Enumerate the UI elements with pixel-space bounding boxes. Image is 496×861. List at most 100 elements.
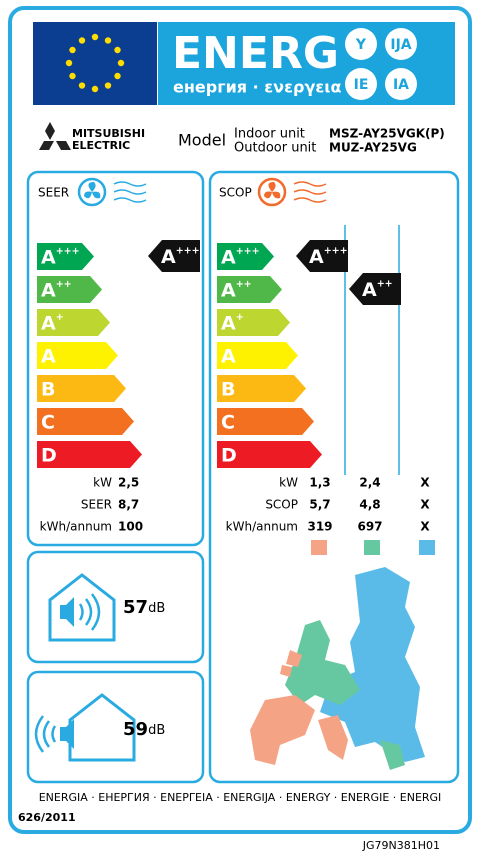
class-arrow <box>37 441 142 468</box>
class-letter: A <box>221 279 236 301</box>
badge <box>345 68 377 100</box>
class-text: A <box>221 345 236 367</box>
class-sup: + <box>56 311 64 322</box>
class-text: C <box>221 411 235 433</box>
class-arrow <box>37 243 94 270</box>
class-arrow <box>37 342 118 369</box>
model-label: Model <box>178 131 226 150</box>
class-letter: A <box>221 312 236 334</box>
class-text: C <box>41 411 55 433</box>
scop-label: SCOP <box>219 186 252 200</box>
class-letter: A <box>41 345 56 367</box>
zone-colder <box>419 540 435 555</box>
class-text: A+++ <box>221 245 260 268</box>
zone-average <box>364 540 380 555</box>
star <box>104 37 112 44</box>
class-letter: B <box>221 378 235 400</box>
row-value: 4,8 <box>359 498 380 512</box>
row-value: 2,4 <box>359 476 380 490</box>
class-sup: +++ <box>176 245 200 256</box>
row-label: kW <box>279 476 298 490</box>
star <box>69 72 76 80</box>
class-text: A+ <box>221 311 244 334</box>
star <box>91 33 99 41</box>
noise-unit: dB <box>148 723 165 738</box>
class-letter: B <box>41 378 55 400</box>
class-sup: +++ <box>236 245 260 256</box>
class-letter: A <box>309 246 324 268</box>
row-value: X <box>420 498 430 512</box>
star <box>114 46 121 54</box>
noise-value: 59 <box>123 719 148 740</box>
row-value: 8,7 <box>118 498 139 512</box>
badge-text: IA <box>393 77 409 93</box>
class-letter: C <box>221 411 235 433</box>
outdoor-noise-value: 59dB <box>123 719 165 740</box>
class-letter: A <box>221 246 236 268</box>
eu-stars <box>65 33 125 93</box>
europe-map <box>250 567 425 770</box>
footer-languages: ENERGIA · ЕНЕРГИЯ · ΕΝΕΡΓΕΙΑ · ENERGIJA … <box>39 791 442 804</box>
zone-warmer <box>311 540 327 555</box>
header-title: ENERG <box>172 28 339 79</box>
outdoor-noise-icon <box>34 693 136 762</box>
class-text: A+++ <box>161 245 200 268</box>
row-value: 319 <box>307 520 332 534</box>
row-label: kWh/annum <box>40 520 112 534</box>
class-arrow <box>217 243 274 270</box>
outdoor-model: MUZ-AY25VG <box>329 141 417 155</box>
star <box>104 82 112 89</box>
class-arrow <box>37 309 110 336</box>
class-sup: ++ <box>377 278 393 289</box>
indoor-model: MSZ-AY25VGK(P) <box>329 127 445 141</box>
rating-arrow <box>148 240 200 272</box>
star <box>117 59 125 67</box>
star <box>65 59 73 67</box>
row-value: 2,5 <box>118 476 139 490</box>
badge-text: Y <box>355 37 367 53</box>
header-subtitle: енергия · ενεργεια <box>173 78 341 97</box>
seer-panel <box>26 170 205 547</box>
badge <box>385 28 417 60</box>
outdoor-label: Outdoor unit <box>234 141 316 156</box>
row-value: 1,3 <box>309 476 330 490</box>
outer-border <box>8 6 472 834</box>
footer-regulation: 626/2011 <box>18 811 76 824</box>
star <box>69 46 76 54</box>
rating-arrow <box>296 240 348 272</box>
class-letter: A <box>41 312 56 334</box>
class-text: B <box>41 378 55 400</box>
class-sup: + <box>236 311 244 322</box>
class-arrow <box>37 276 102 303</box>
class-arrow <box>217 408 314 435</box>
star <box>78 82 86 89</box>
indoor-noise-value: 57dB <box>123 597 165 618</box>
row-value: 697 <box>357 520 382 534</box>
class-text: A+++ <box>309 245 348 268</box>
class-sup: ++ <box>236 278 252 289</box>
class-arrow <box>37 375 126 402</box>
class-text: A+ <box>41 311 64 334</box>
class-sup: ++ <box>56 278 72 289</box>
row-value: X <box>420 476 430 490</box>
cooling-icon <box>77 177 147 207</box>
row-label: SEER <box>81 498 112 512</box>
class-text: D <box>221 444 237 466</box>
class-arrow <box>217 342 298 369</box>
star <box>78 37 86 44</box>
brand-logo <box>39 122 71 150</box>
class-text: A+++ <box>41 245 80 268</box>
class-text: A++ <box>221 278 252 301</box>
row-label: SCOP <box>265 498 298 512</box>
class-letter: A <box>41 279 56 301</box>
noise-value: 57 <box>123 597 148 618</box>
class-text: A++ <box>41 278 72 301</box>
class-sup: +++ <box>56 245 80 256</box>
class-letter: A <box>362 279 377 301</box>
class-letter: A <box>161 246 176 268</box>
class-arrow <box>217 276 282 303</box>
badge-text: IJA <box>390 37 411 53</box>
indoor-label: Indoor unit <box>234 127 305 142</box>
class-sup: +++ <box>324 245 348 256</box>
